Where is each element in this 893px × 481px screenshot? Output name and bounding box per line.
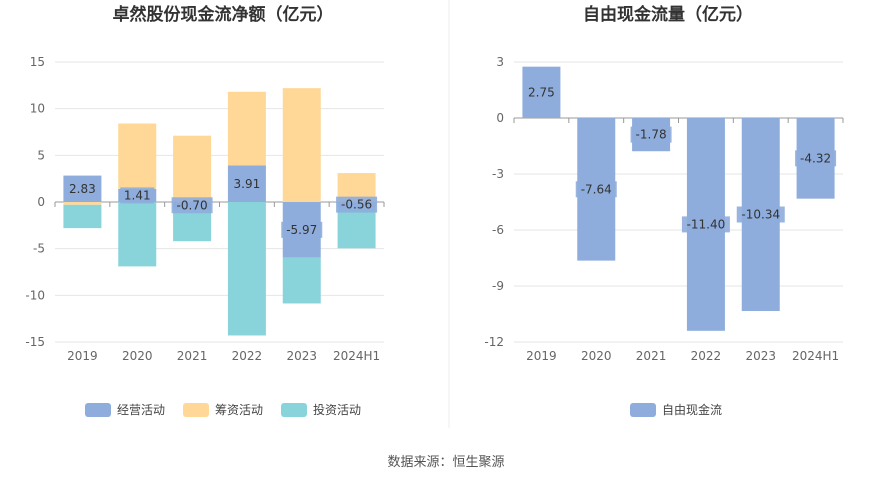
y-tick-label: -3 (492, 167, 504, 181)
bar-tertiary (173, 208, 212, 242)
x-tick-label: 2019 (526, 349, 557, 363)
y-tick-label: -10 (25, 288, 45, 302)
y-tick-label: -9 (492, 279, 504, 293)
data-label-bg (281, 221, 323, 238)
data-label-bg (171, 197, 213, 214)
legend-swatch (85, 403, 111, 417)
data-label: 3.91 (234, 177, 261, 191)
data-label: 1.41 (124, 188, 151, 202)
bar-tertiary (63, 204, 102, 229)
legend-swatch (183, 403, 209, 417)
y-tick-label: 0 (37, 195, 45, 209)
legend-label: 投资活动 (313, 402, 361, 417)
y-tick-label: -5 (33, 242, 45, 256)
y-tick-label: 0 (496, 111, 504, 125)
legend-swatch (281, 403, 307, 417)
legend-label: 筹资活动 (215, 403, 263, 417)
y-tick-label: -12 (484, 335, 504, 349)
data-label: -11.40 (687, 217, 726, 231)
bar-secondary (173, 135, 212, 202)
y-tick-label: 3 (496, 55, 504, 69)
data-label-bg (736, 206, 785, 223)
bar-tertiary (118, 202, 157, 267)
data-label-bg (229, 175, 264, 192)
legend-label: 自由现金流 (662, 402, 722, 417)
bar-tertiary (337, 207, 376, 249)
data-label: -5.97 (286, 223, 317, 237)
x-tick-label: 2024H1 (792, 349, 839, 363)
data-label: 2.83 (69, 182, 96, 196)
left-chart: 15 10 5 0 -5 -10 -15 2019 2020 2021 2022 2023 2024H1… (25, 55, 385, 417)
right-chart-title: 自由现金流量（亿元） (583, 4, 753, 25)
y-tick-label: 5 (37, 148, 45, 162)
source-note: 数据来源：恒生聚源 (387, 455, 504, 470)
data-label: -7.64 (581, 182, 612, 196)
data-label-bg (120, 187, 155, 204)
bar-tertiary (227, 202, 266, 336)
data-label: -4.32 (800, 151, 831, 165)
data-label-bg (575, 181, 617, 198)
x-tick-label: 2021 (636, 349, 667, 363)
y-tick-label: -6 (492, 223, 504, 237)
x-tick-label: 2021 (177, 349, 208, 363)
data-label: -1.78 (636, 128, 667, 142)
x-tick-label: 2019 (67, 349, 98, 363)
data-label-bg (65, 180, 100, 197)
data-label-bg (524, 84, 559, 101)
legend-swatch (630, 403, 656, 417)
data-label-bg (336, 196, 378, 213)
bar-secondary (118, 123, 157, 189)
bar-secondary (63, 202, 102, 205)
bar-secondary (227, 91, 266, 166)
bar-tertiary (282, 257, 321, 304)
x-tick-label: 2022 (232, 349, 263, 363)
legend-label: 经营活动 (117, 403, 165, 417)
y-tick-label: 15 (30, 55, 45, 69)
y-tick-label: -15 (25, 335, 45, 349)
x-tick-label: 2023 (745, 349, 776, 363)
y-tick-label: 10 (30, 102, 45, 116)
x-tick-label: 2020 (581, 349, 612, 363)
data-label: -0.56 (341, 198, 372, 212)
x-tick-label: 2022 (691, 349, 722, 363)
right-chart: 3 0 -3 -6 -9 -12 2019 2020 2021 2022 2023 2024H1 2.7… (484, 55, 844, 417)
bar-secondary (282, 88, 321, 202)
data-label: -10.34 (741, 208, 780, 222)
data-label: 2.75 (528, 85, 555, 99)
data-label: -0.70 (177, 198, 208, 212)
x-tick-label: 2020 (122, 349, 153, 363)
data-label-bg (795, 150, 837, 167)
x-tick-label: 2023 (286, 349, 317, 363)
x-tick-label: 2024H1 (333, 349, 380, 363)
left-chart-title: 卓然股份现金流净额（亿元） (113, 4, 334, 25)
data-label-bg (681, 216, 730, 233)
data-label-bg (630, 126, 672, 143)
